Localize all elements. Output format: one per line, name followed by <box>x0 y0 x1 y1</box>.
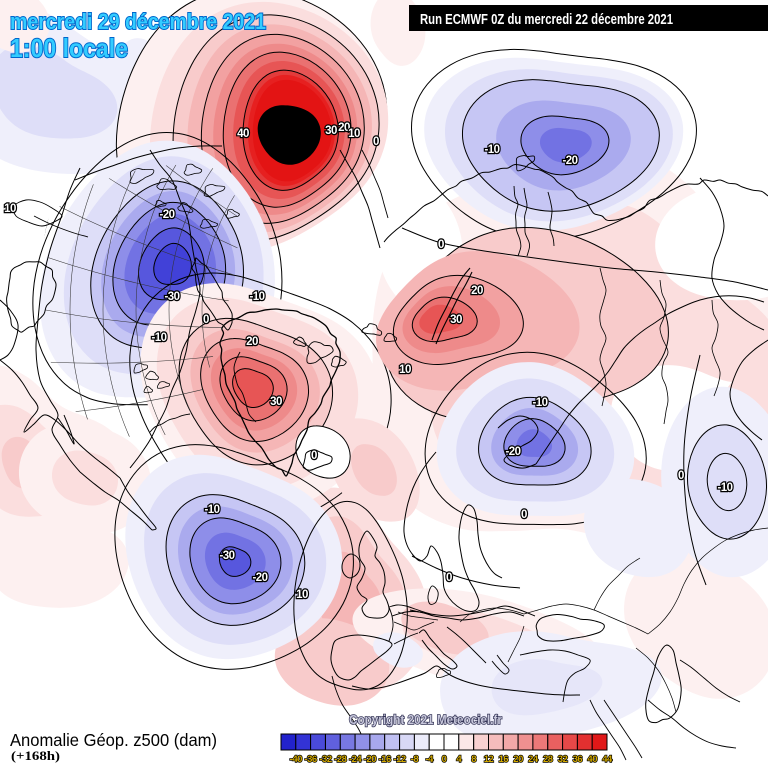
svg-text:40: 40 <box>587 754 597 765</box>
svg-text:0: 0 <box>373 136 379 148</box>
svg-text:30: 30 <box>450 314 462 326</box>
svg-text:44: 44 <box>602 754 613 765</box>
svg-text:-10: -10 <box>204 504 219 516</box>
svg-text:0: 0 <box>311 450 317 462</box>
svg-text:-28: -28 <box>334 754 346 765</box>
svg-text:Run ECMWF 0Z du mercredi 22 dé: Run ECMWF 0Z du mercredi 22 décembre 202… <box>420 12 673 28</box>
svg-text:1:00 locale: 1:00 locale <box>10 33 128 63</box>
svg-text:-10: -10 <box>151 332 166 344</box>
svg-text:-20: -20 <box>505 446 520 458</box>
svg-text:20: 20 <box>246 336 258 348</box>
svg-text:-8: -8 <box>411 754 419 765</box>
svg-text:(+168h): (+168h) <box>11 748 60 763</box>
svg-text:-10: -10 <box>249 291 264 303</box>
svg-text:4: 4 <box>456 754 462 765</box>
svg-text:10: 10 <box>348 128 360 140</box>
svg-text:40: 40 <box>237 128 249 140</box>
svg-text:-24: -24 <box>349 754 362 765</box>
svg-text:mercredi 29 décembre 2021: mercredi 29 décembre 2021 <box>10 9 266 34</box>
svg-text:-20: -20 <box>364 754 376 765</box>
svg-text:-20: -20 <box>252 572 267 584</box>
svg-text:20: 20 <box>471 285 483 297</box>
svg-text:0: 0 <box>442 754 447 765</box>
svg-text:0: 0 <box>678 470 684 482</box>
svg-text:0: 0 <box>521 509 527 521</box>
svg-text:10: 10 <box>399 364 411 376</box>
svg-text:-30: -30 <box>219 550 234 562</box>
svg-text:10: 10 <box>4 203 16 215</box>
svg-text:-36: -36 <box>304 754 316 765</box>
svg-text:Anomalie Géop. z500 (dam): Anomalie Géop. z500 (dam) <box>10 730 217 750</box>
svg-text:0: 0 <box>438 239 444 251</box>
svg-text:-10: -10 <box>532 397 547 409</box>
svg-text:-12: -12 <box>393 754 405 765</box>
svg-text:20: 20 <box>338 122 350 134</box>
svg-text:0: 0 <box>203 314 209 326</box>
svg-text:-20: -20 <box>159 209 174 221</box>
svg-text:30: 30 <box>270 396 282 408</box>
svg-text:-20: -20 <box>562 155 577 167</box>
svg-text:-40: -40 <box>290 754 302 765</box>
svg-text:-4: -4 <box>425 754 434 765</box>
svg-text:-16: -16 <box>379 754 391 765</box>
svg-text:10: 10 <box>296 589 308 601</box>
svg-text:Copyright 2021 Meteociel.fr: Copyright 2021 Meteociel.fr <box>349 712 502 727</box>
svg-text:24: 24 <box>528 754 539 765</box>
svg-text:-10: -10 <box>484 144 499 156</box>
svg-text:-32: -32 <box>319 754 331 765</box>
svg-text:30: 30 <box>325 125 337 137</box>
svg-text:0: 0 <box>446 572 452 584</box>
svg-text:-10: -10 <box>717 482 732 494</box>
svg-text:32: 32 <box>558 754 568 765</box>
svg-text:16: 16 <box>499 754 509 765</box>
svg-text:8: 8 <box>471 754 476 765</box>
svg-text:28: 28 <box>543 754 553 765</box>
svg-text:36: 36 <box>573 754 583 765</box>
svg-text:20: 20 <box>513 754 523 765</box>
svg-text:-30: -30 <box>164 291 179 303</box>
svg-text:12: 12 <box>484 754 494 765</box>
